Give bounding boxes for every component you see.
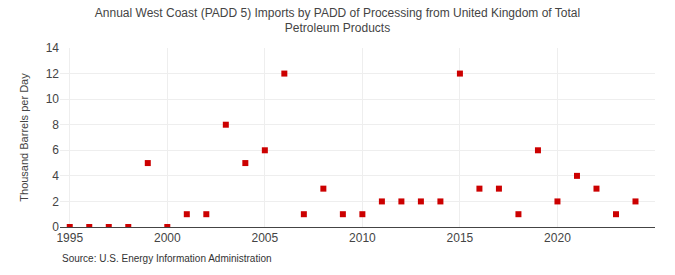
- svg-text:2: 2: [52, 195, 59, 209]
- svg-text:Annual West Coast (PADD 5) Imp: Annual West Coast (PADD 5) Imports by PA…: [95, 6, 580, 36]
- svg-text:12: 12: [46, 67, 60, 81]
- svg-text:4: 4: [52, 169, 59, 183]
- svg-text:10: 10: [46, 92, 60, 106]
- svg-text:6: 6: [52, 143, 59, 157]
- svg-text:Source: U.S. Energy Informatio: Source: U.S. Energy Information Administ…: [62, 253, 272, 264]
- svg-text:8: 8: [52, 118, 59, 132]
- svg-text:1995: 1995: [56, 231, 83, 245]
- svg-text:0: 0: [52, 220, 59, 234]
- svg-text:2010: 2010: [349, 231, 376, 245]
- svg-text:2005: 2005: [251, 231, 278, 245]
- svg-text:2000: 2000: [154, 231, 181, 245]
- svg-text:2015: 2015: [447, 231, 474, 245]
- svg-text:2020: 2020: [544, 231, 571, 245]
- svg-text:Thousand Barrels per Day: Thousand Barrels per Day: [18, 73, 30, 202]
- svg-text:14: 14: [46, 41, 60, 55]
